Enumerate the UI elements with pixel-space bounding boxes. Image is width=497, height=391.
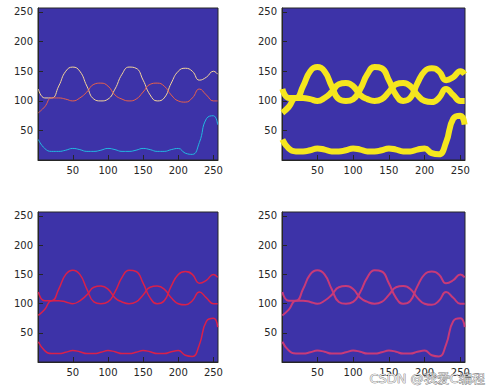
svg-text:50: 50 — [264, 327, 277, 338]
svg-text:200: 200 — [14, 36, 33, 47]
svg-text:200: 200 — [169, 367, 188, 378]
svg-text:250: 250 — [204, 367, 223, 378]
svg-text:200: 200 — [415, 165, 434, 176]
svg-text:50: 50 — [264, 125, 277, 136]
svg-text:250: 250 — [14, 210, 33, 221]
svg-text:200: 200 — [169, 165, 188, 176]
svg-text:150: 150 — [258, 269, 277, 280]
svg-text:250: 250 — [204, 165, 223, 176]
svg-text:50: 50 — [20, 125, 33, 136]
svg-text:150: 150 — [379, 165, 398, 176]
svg-text:200: 200 — [14, 240, 33, 251]
svg-text:50: 50 — [20, 327, 33, 338]
svg-text:CSDN @我爱C编程: CSDN @我爱C编程 — [369, 371, 484, 386]
svg-text:100: 100 — [98, 367, 117, 378]
svg-text:50: 50 — [311, 165, 324, 176]
svg-text:250: 250 — [258, 210, 277, 221]
svg-text:100: 100 — [258, 298, 277, 309]
svg-text:150: 150 — [14, 66, 33, 77]
svg-text:150: 150 — [258, 66, 277, 77]
svg-text:250: 250 — [258, 6, 277, 17]
svg-text:100: 100 — [258, 95, 277, 106]
svg-text:200: 200 — [258, 36, 277, 47]
svg-text:100: 100 — [14, 95, 33, 106]
svg-text:100: 100 — [98, 165, 117, 176]
svg-text:150: 150 — [134, 367, 153, 378]
svg-text:100: 100 — [14, 298, 33, 309]
svg-text:250: 250 — [451, 165, 470, 176]
svg-text:50: 50 — [311, 367, 324, 378]
svg-text:150: 150 — [134, 165, 153, 176]
svg-text:250: 250 — [14, 6, 33, 17]
svg-text:50: 50 — [66, 165, 79, 176]
svg-text:200: 200 — [258, 240, 277, 251]
svg-text:100: 100 — [344, 165, 363, 176]
svg-text:150: 150 — [14, 269, 33, 280]
svg-text:100: 100 — [344, 367, 363, 378]
svg-text:50: 50 — [66, 367, 79, 378]
